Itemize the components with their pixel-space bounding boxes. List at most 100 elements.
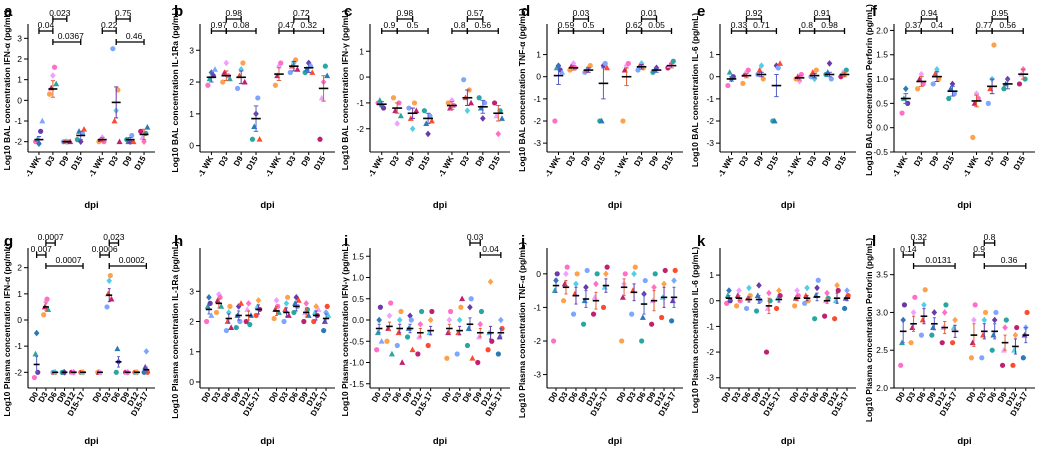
data-point [670,58,676,64]
data-point [247,321,253,328]
data-point [968,355,975,361]
y-tick-label: 0.0 [352,315,364,325]
x-category-label: -1 WK [87,154,106,178]
panel-k: k -3 -2 -1 0 1 Log10 Plasma concentration IL-6… [690,233,856,447]
data-point [659,314,665,321]
x-axis-label: dpi [84,200,98,211]
p-value-label: 0.9 [384,20,396,30]
data-point [573,280,579,288]
data-point [256,136,263,142]
y-tick-label: -1 [533,302,541,312]
panel-letter: b [174,3,183,20]
data-point [931,309,938,316]
data-point [456,316,463,324]
data-point [138,128,144,134]
data-point [53,80,60,87]
x-category-label: D15 [133,154,148,172]
data-point [812,316,818,322]
data-point [41,312,47,318]
y-tick-label: -3 [706,373,714,383]
data-point [990,331,997,338]
data-point [815,277,821,283]
data-point [631,270,637,278]
data-point [767,298,773,304]
x-category-label: D9 [579,154,592,168]
x-category-label: D3 [458,154,471,168]
y-tick-label: 0.5 [876,98,888,108]
data-point [480,115,486,122]
data-point [776,287,782,294]
x-category-label: D15 [941,154,956,172]
data-point [943,302,949,308]
data-point [763,349,770,355]
panel-d: d -3 -2 -1 0 1 Log10 BAL concentration TNF-α (… [517,3,683,211]
data-point [77,138,84,145]
x-category-label: D15 [765,154,780,172]
data-point [485,347,491,353]
data-point [388,350,395,357]
p-value-label: 0.56 [475,20,492,30]
data-point [930,81,936,87]
data-point [406,105,412,111]
data-point [999,362,1006,368]
data-point [898,362,904,368]
data-point [970,134,976,141]
data-point [1016,81,1023,87]
data-point [604,64,611,71]
data-point [1011,347,1018,353]
data-point [756,66,763,73]
data-point [464,107,471,114]
data-point [421,108,427,114]
data-point [726,287,732,294]
y-tick-label: 2 [17,263,22,273]
x-axis-label: dpi [608,436,622,447]
data-point [590,311,597,317]
panel-letter: a [4,3,13,20]
data-point [600,304,607,311]
data-point [951,91,957,97]
data-point [223,327,229,334]
y-tick-label: -1.5 [349,379,364,389]
p-value-label: 0.97 [211,20,228,30]
data-point [110,46,116,52]
data-point [918,332,925,338]
data-point [726,69,733,75]
data-point [915,86,921,92]
p-value-label: 0.95 [992,8,1009,18]
data-point [561,280,568,287]
y-tick-label: 3 [17,33,22,43]
data-point [649,321,655,327]
data-point [223,59,230,67]
data-point [497,108,503,114]
y-tick-label: -1 [533,94,541,104]
data-point [559,69,566,75]
y-tick-label: -1 [14,341,22,351]
x-category-label: D3 [632,154,645,168]
y-tick-label: 0 [536,72,541,82]
x-category-label: D15 [1012,154,1027,172]
data-point [408,317,414,323]
data-point [639,314,646,320]
data-point [313,303,319,310]
data-point [593,280,599,288]
data-point [843,67,849,73]
y-tick-label: -2 [706,347,714,357]
y-tick-label: -3 [706,138,714,148]
data-point [602,60,608,67]
data-point [969,339,976,346]
data-point [622,271,628,277]
y-axis-label: Log10 BAL concentration TNF-α (pg/mL) [517,8,527,172]
data-point [407,312,413,320]
x-category-label: D3 [44,154,57,168]
data-point [384,338,390,344]
x-category-label: -1 WK [716,154,735,178]
data-point [632,264,638,270]
data-point [910,309,917,316]
x-category-label: D9 [752,154,765,168]
y-tick-label: 0.5 [352,294,364,304]
p-value-label: 0.46 [126,31,143,41]
p-value-label: 0.0367 [58,31,84,41]
data-point [475,359,481,366]
data-point [580,321,587,327]
